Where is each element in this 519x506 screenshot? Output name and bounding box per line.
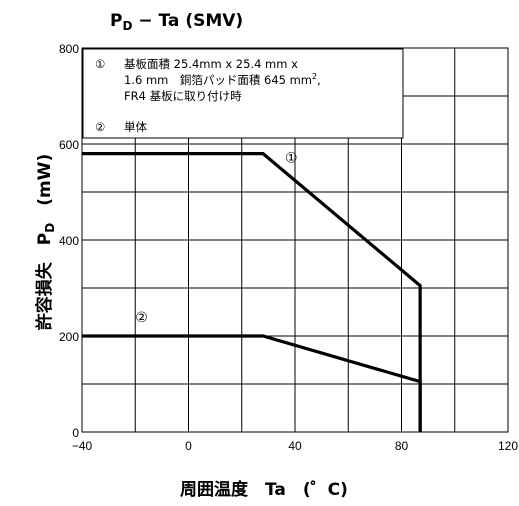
y-axis-label-group: 許容損失 PD (mW) bbox=[34, 154, 57, 330]
legend-item-1-line3: FR4 基板に取り付け時 bbox=[124, 89, 242, 103]
y-tick-label: 600 bbox=[59, 138, 79, 152]
y-tick-label: 200 bbox=[59, 330, 79, 344]
legend: ① 基板面積 25.4mm x 25.4 mm x 1.6 mm 銅箔パッド面積… bbox=[82, 48, 404, 139]
y-tick-label: 0 bbox=[72, 426, 79, 440]
legend-item-2-marker: ② bbox=[95, 120, 105, 134]
series-line-2 bbox=[82, 334, 422, 432]
x-tick-label: 40 bbox=[288, 439, 302, 453]
legend-item-2-line1: 単体 bbox=[124, 120, 147, 134]
legend-item-1-line1: 基板面積 25.4mm x 25.4 mm x bbox=[124, 57, 298, 71]
y-tick-label: 800 bbox=[59, 42, 79, 56]
x-tick-label: 120 bbox=[498, 439, 518, 453]
series-lines: ①② bbox=[82, 151, 422, 432]
x-tick-label: 80 bbox=[395, 439, 409, 453]
legend-box bbox=[82, 48, 404, 139]
legend-item-1-marker: ① bbox=[95, 57, 105, 71]
x-tick-label: −40 bbox=[72, 439, 93, 453]
chart-title: PD − Ta (SMV) bbox=[110, 11, 243, 33]
x-tick-label: 0 bbox=[185, 439, 192, 453]
series-label-1: ① bbox=[285, 151, 298, 167]
x-axis-label: 周囲温度 Ta (゜C) bbox=[180, 479, 348, 500]
legend-item-1-line2: 1.6 mm 銅箔パッド面積 645 mm2, bbox=[124, 72, 321, 87]
y-tick-label: 400 bbox=[59, 234, 79, 248]
series-label-2: ② bbox=[135, 310, 148, 326]
series-line-1 bbox=[82, 152, 422, 432]
y-axis-label: 許容損失 PD (mW) bbox=[34, 154, 57, 330]
